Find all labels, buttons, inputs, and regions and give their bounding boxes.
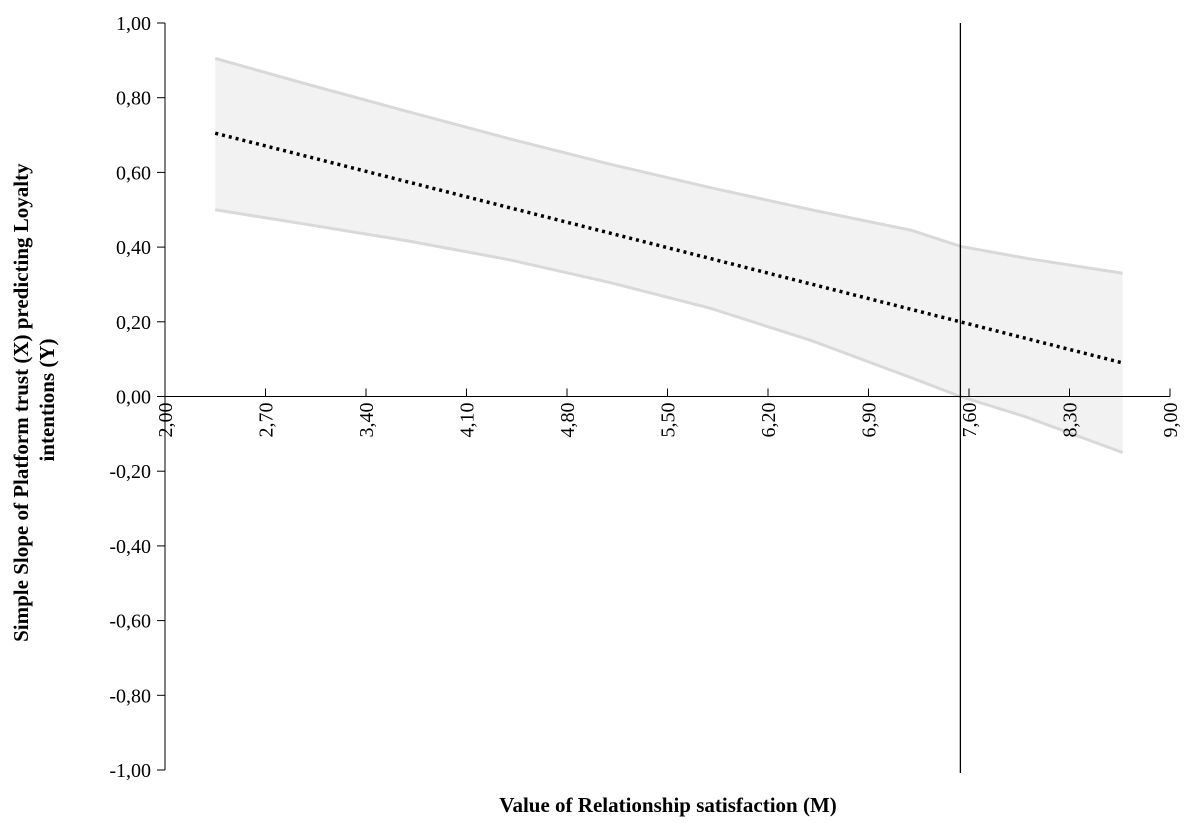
y-tick-label: -0,40 bbox=[109, 536, 151, 558]
x-tick-label: 5,50 bbox=[658, 403, 680, 438]
y-tick-label: -0,20 bbox=[109, 461, 151, 483]
plot-layer bbox=[214, 57, 1124, 454]
x-tick-label: 6,20 bbox=[758, 403, 780, 438]
y-tick-label: 0,20 bbox=[116, 312, 151, 334]
y-tick-label: 0,80 bbox=[116, 88, 151, 110]
x-tick-label: 2,00 bbox=[155, 403, 177, 438]
x-tick-label: 6,90 bbox=[859, 403, 881, 438]
x-tick-label: 9,00 bbox=[1160, 403, 1182, 438]
x-tick-label: 7,60 bbox=[959, 403, 981, 438]
x-tick-label: 8,30 bbox=[1060, 403, 1082, 438]
y-tick-label: 0,60 bbox=[116, 162, 151, 184]
y-tick-label: -0,60 bbox=[109, 611, 151, 633]
axes-layer: 1,00 0,80 0,60 0,40 0,20 0,00 -0,20 -0,40 -0,60 -… bbox=[109, 13, 1182, 782]
y-tick-label: 1,00 bbox=[116, 13, 151, 35]
simple-slope-line bbox=[214, 131, 1124, 365]
x-tick-label: 3,40 bbox=[356, 403, 378, 438]
y-axis-title: Simple Slope of Platform trust (X) predi… bbox=[9, 158, 59, 642]
y-tick-label: 0,00 bbox=[116, 387, 151, 409]
x-tick-label: 4,10 bbox=[457, 403, 479, 438]
lower-confidence-bound-line bbox=[215, 208, 1124, 454]
x-tick-label: 4,80 bbox=[557, 403, 579, 438]
x-tick-label: 2,70 bbox=[256, 403, 278, 438]
y-tick-label: 0,40 bbox=[116, 237, 151, 259]
y-tick-label: -0,80 bbox=[109, 685, 151, 707]
upper-confidence-bound-line bbox=[214, 57, 1123, 275]
y-axis-title-line-2: intentions (Y) bbox=[35, 338, 59, 461]
y-axis-title-line-1: Simple Slope of Platform trust (X) predi… bbox=[9, 163, 33, 642]
confidence-band bbox=[215, 58, 1123, 453]
x-axis-title: Value of Relationship satisfaction (M) bbox=[499, 793, 837, 817]
y-tick-label: -1,00 bbox=[109, 760, 151, 782]
